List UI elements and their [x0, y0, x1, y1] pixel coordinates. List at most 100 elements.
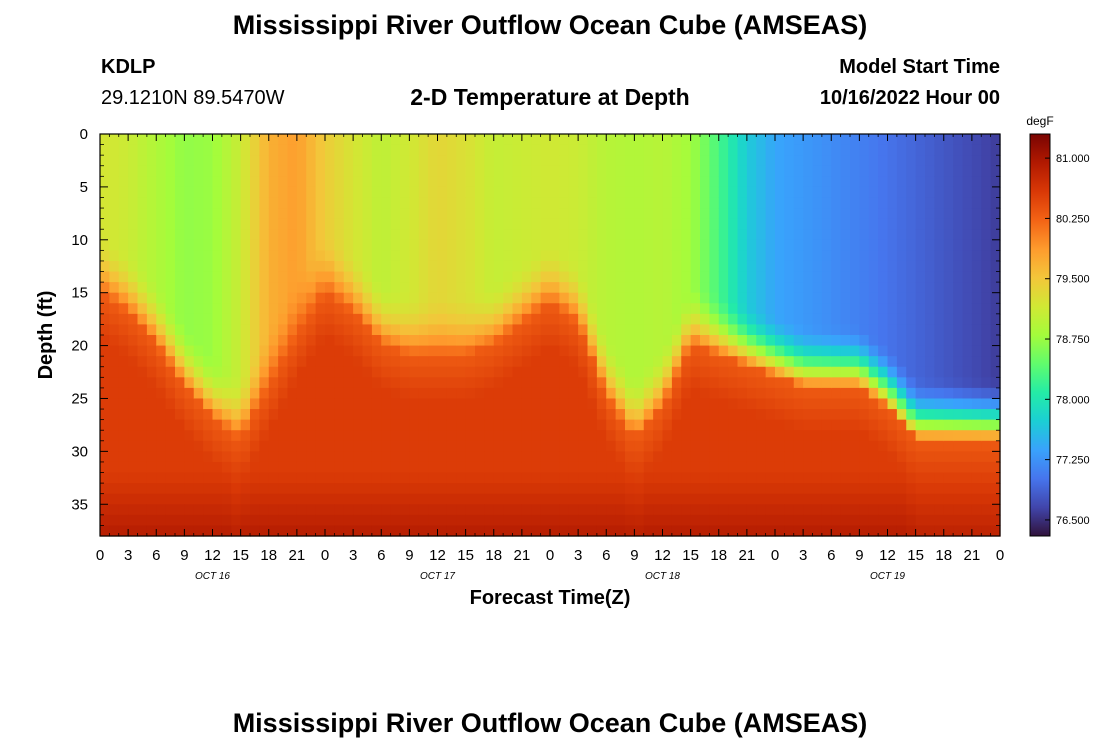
heatmap-cell — [353, 525, 364, 537]
heatmap-cell — [156, 461, 167, 474]
heatmap-cell — [475, 461, 485, 474]
heatmap-cell — [718, 303, 729, 315]
heatmap-cell — [521, 525, 532, 537]
heatmap-cell — [118, 186, 129, 199]
heatmap-cell — [287, 303, 298, 315]
heatmap-cell — [250, 483, 260, 495]
heatmap-cell — [718, 239, 729, 251]
heatmap-cell — [634, 176, 645, 188]
heatmap-cell — [990, 165, 1001, 177]
heatmap-cell — [681, 430, 692, 442]
heatmap-cell — [634, 504, 645, 516]
heatmap-cell — [615, 483, 626, 495]
heatmap-cell — [990, 282, 1001, 294]
heatmap-cell — [971, 514, 982, 527]
heatmap-cell — [212, 377, 223, 389]
heatmap-cell — [446, 409, 457, 421]
heatmap-cell — [465, 440, 476, 452]
heatmap-cell — [503, 430, 514, 442]
heatmap-cell — [812, 197, 823, 209]
heatmap-cell — [643, 250, 654, 262]
heatmap-cell — [990, 514, 1001, 527]
heatmap-cell — [287, 324, 298, 336]
heatmap-cell — [925, 472, 935, 484]
heatmap-cell — [146, 409, 157, 421]
heatmap-cell — [765, 493, 776, 505]
heatmap-cell — [896, 186, 907, 199]
heatmap-cell — [868, 493, 879, 505]
heatmap-cell — [418, 440, 429, 452]
heatmap-cell — [896, 483, 907, 495]
heatmap-cell — [231, 387, 242, 400]
heatmap-cell — [306, 419, 317, 431]
heatmap-cell — [109, 514, 120, 527]
heatmap-cell — [203, 271, 214, 283]
heatmap-cell — [250, 313, 260, 326]
heatmap-cell — [737, 324, 748, 336]
heatmap-cell — [493, 387, 504, 400]
heatmap-cell — [840, 144, 851, 156]
heatmap-cell — [728, 197, 739, 209]
heatmap-cell — [784, 134, 795, 146]
heatmap-cell — [428, 144, 439, 156]
heatmap-cell — [325, 197, 335, 209]
heatmap-cell — [653, 356, 664, 368]
heatmap-cell — [540, 335, 551, 347]
heatmap-cell — [896, 335, 907, 347]
heatmap-cell — [531, 514, 542, 527]
heatmap-cell — [559, 451, 570, 463]
heatmap-cell — [503, 451, 514, 463]
heatmap-cell — [868, 313, 879, 326]
heatmap-cell — [578, 282, 589, 294]
heatmap-cell — [868, 387, 879, 400]
heatmap-cell — [156, 176, 167, 188]
heatmap-cell — [437, 324, 448, 336]
heatmap-cell — [671, 176, 682, 188]
heatmap-cell — [878, 239, 889, 251]
heatmap-cell — [371, 218, 382, 230]
heatmap-cell — [306, 271, 317, 283]
heatmap-cell — [428, 409, 439, 421]
heatmap-cell — [287, 356, 298, 368]
heatmap-cell — [840, 451, 851, 463]
heatmap-cell — [887, 218, 898, 230]
heatmap-cell — [325, 218, 335, 230]
heatmap-cell — [100, 271, 110, 283]
heatmap-cell — [943, 387, 954, 400]
heatmap-cell — [193, 451, 204, 463]
heatmap-cell — [137, 451, 148, 463]
heatmap-cell — [306, 493, 317, 505]
heatmap-cell — [737, 313, 748, 326]
heatmap-cell — [212, 176, 223, 188]
heatmap-cell — [700, 409, 710, 421]
heatmap-cell — [465, 197, 476, 209]
heatmap-cell — [400, 461, 410, 474]
heatmap-cell — [812, 398, 823, 410]
heatmap-cell — [850, 239, 860, 251]
heatmap-cell — [793, 377, 804, 389]
colorbar-tick-label: 77.250 — [1056, 455, 1090, 467]
heatmap-cell — [765, 260, 776, 273]
heatmap-cell — [803, 176, 814, 188]
heatmap-cell — [259, 208, 270, 220]
heatmap-cell — [896, 176, 907, 188]
heatmap-cell — [718, 419, 729, 431]
heatmap-cell — [728, 260, 739, 273]
heatmap-cell — [287, 260, 298, 273]
heatmap-cell — [240, 387, 251, 400]
heatmap-cell — [475, 409, 485, 421]
heatmap-cell — [353, 345, 364, 357]
heatmap-cell — [118, 208, 129, 220]
heatmap-cell — [343, 282, 354, 294]
heatmap-cell — [343, 430, 354, 442]
heatmap-cell — [850, 176, 860, 188]
heatmap-cell — [240, 356, 251, 368]
heatmap-cell — [100, 377, 110, 389]
heatmap-cell — [559, 430, 570, 442]
heatmap-cell — [456, 155, 467, 167]
heatmap-cell — [325, 303, 335, 315]
heatmap-cell — [615, 345, 626, 357]
heatmap-cell — [550, 313, 560, 326]
heatmap-cell — [850, 197, 860, 209]
heatmap-cell — [643, 197, 654, 209]
